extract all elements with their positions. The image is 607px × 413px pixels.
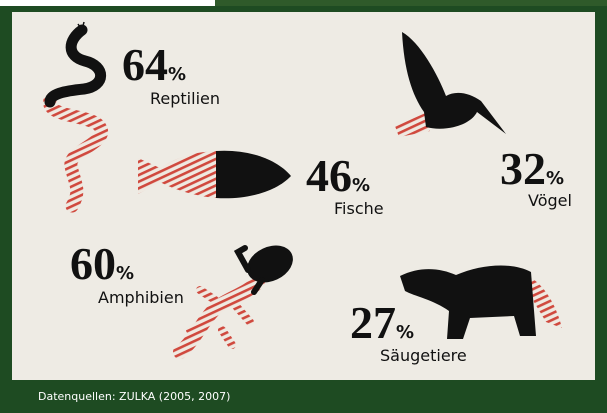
unit: % <box>396 322 414 343</box>
category-label: Fische <box>334 199 384 218</box>
unit: % <box>546 168 564 189</box>
category-label: Reptilien <box>150 89 220 108</box>
unit: % <box>116 263 134 284</box>
category-label: Amphibien <box>98 288 184 307</box>
value: 60 <box>70 238 116 289</box>
value: 32 <box>500 143 546 194</box>
infographic: 64% Reptilien 32% Vögel 46% Fische 60% A… <box>0 0 607 413</box>
footer-source: Datenquellen: ZULKA (2005, 2007) <box>38 390 230 403</box>
value: 27 <box>350 297 396 348</box>
top-strip <box>215 0 607 6</box>
unit: % <box>168 64 186 85</box>
category-label: Säugetiere <box>380 346 467 365</box>
unit: % <box>352 175 370 196</box>
category-label: Vögel <box>528 191 572 210</box>
value: 46 <box>306 150 352 201</box>
value: 64 <box>122 39 168 90</box>
